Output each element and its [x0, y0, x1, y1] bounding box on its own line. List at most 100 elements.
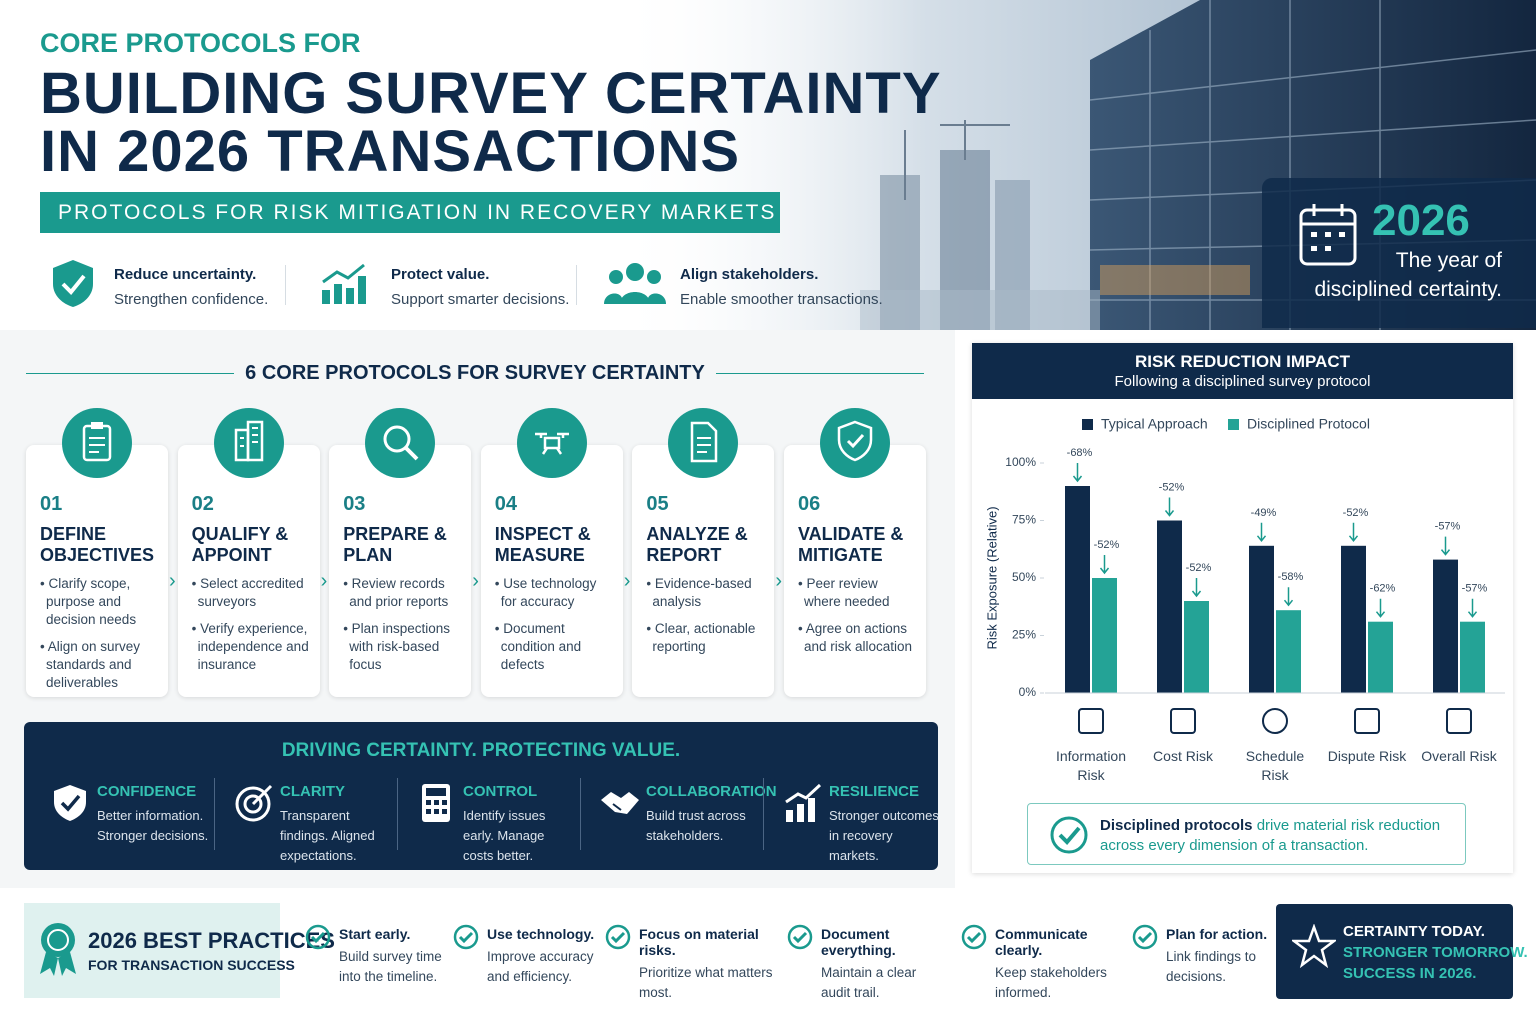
growth-icon [322, 263, 366, 304]
change-arrow [1440, 536, 1451, 556]
pillar-divider [580, 778, 581, 850]
pillar-icon-svg [54, 785, 86, 821]
step-bullets: Review records and prior reports Plan ins… [343, 575, 461, 674]
people-icon [604, 263, 666, 304]
y-tick-label: 100% [1005, 455, 1036, 469]
pillar-text: Transparent findings. Aligned expectatio… [280, 808, 375, 863]
legend-label: Disciplined Protocol [1247, 416, 1370, 432]
step-title: ANALYZE & REPORT [646, 524, 748, 565]
pillar-icon [233, 782, 275, 829]
closing: CERTAINTY TODAY. STRONGER TOMORROW. SUCC… [1343, 921, 1528, 984]
tip-text: Build survey time into the timeline. [339, 949, 442, 984]
closing-line: SUCCESS IN 2026. [1343, 965, 1477, 982]
step-number: 05 [646, 493, 669, 515]
benefit: Align stakeholders. Enable smoother trans… [680, 266, 883, 308]
benefit-text: Strengthen confidence. [114, 291, 269, 308]
step-number: 01 [40, 493, 63, 515]
pillar-title: COLLABORATION [646, 783, 777, 800]
bar [1460, 621, 1485, 693]
check-icon [1050, 816, 1088, 854]
pillar-text: Build trust across stakeholders. [646, 808, 746, 843]
step-arrow: › [472, 570, 479, 592]
benefit: Protect value. Support smarter decisions. [391, 266, 569, 308]
tip-check [961, 924, 987, 950]
step-bullet: Verify experience, independence and insu… [192, 620, 310, 674]
step-arrow: › [775, 570, 783, 592]
benefit-text: Enable smoother transactions. [680, 291, 883, 308]
change-arrow [1283, 587, 1294, 607]
tip-title: Use technology. [487, 926, 595, 942]
legend-swatch [1082, 419, 1093, 430]
change-arrow [1072, 463, 1083, 483]
pillar-icon-svg [601, 792, 639, 814]
pillar-divider [397, 778, 398, 850]
pillar-text: Identify issues early. Manage costs bett… [463, 808, 546, 863]
change-label: -52% [1159, 482, 1185, 494]
step-number: 02 [191, 493, 214, 515]
change-arrow [1375, 598, 1386, 618]
tip-title: Plan for action. [1166, 926, 1268, 942]
tip-text: Improve accuracy and efficiency. [487, 949, 594, 984]
step-bullet: Use technology for accuracy [495, 575, 613, 611]
benefit-title: Reduce uncertainty. [114, 266, 257, 283]
pillar: CONFIDENCE Better information. Stronger d… [97, 783, 209, 846]
year-badge [1262, 178, 1536, 328]
tip: Plan for action. Link findings to decisio… [1166, 926, 1291, 987]
header-photo [0, 0, 1536, 330]
tip-text: Link findings to decisions. [1166, 949, 1257, 984]
category-icon [1078, 708, 1104, 734]
pillar: COLLABORATION Build trust across stakehol… [646, 783, 777, 846]
legend-label: Typical Approach [1101, 416, 1208, 432]
change-arrow [1467, 598, 1478, 618]
tip-check [453, 924, 479, 950]
bar [1276, 610, 1301, 693]
tip: Use technology. Improve accuracy and effi… [487, 926, 612, 987]
step-bullets: Peer review where needed Agree on actions… [798, 575, 916, 656]
category-icon [1262, 708, 1288, 734]
step-bullets: Clarify scope, purpose and decision need… [40, 575, 158, 692]
step-title: VALIDATE & MITIGATE [798, 524, 904, 565]
pillar-title: CONFIDENCE [97, 783, 197, 800]
step-card: 06 VALIDATE & MITIGATE Peer review where n… [784, 445, 926, 697]
pillar-icon [416, 782, 458, 829]
pillar-icon-svg [235, 784, 273, 822]
kicker: CORE PROTOCOLS FOR [40, 28, 361, 58]
step-bullet: Clarify scope, purpose and decision need… [40, 575, 158, 629]
pillar-icon [50, 782, 92, 829]
step-bullet: Select accredited surveyors [192, 575, 310, 611]
step-icon-svg [213, 408, 284, 478]
chart-title: RISK REDUCTION IMPACT [1134, 352, 1350, 371]
step-bullet: Agree on actions and risk allocation [798, 620, 916, 656]
category-icon [1354, 708, 1380, 734]
pillar: CONTROL Identify issues early. Manage cos… [463, 783, 575, 866]
step-icon-svg [668, 408, 739, 478]
pillars-title: DRIVING CERTAINTY. PROTECTING VALUE. [281, 740, 681, 761]
tip-icon [961, 924, 987, 955]
step-title: QUALIFY & APPOINT [191, 524, 289, 565]
pillar-text: Stronger outcomes in recovery markets. [829, 808, 939, 863]
step-icon [62, 408, 132, 478]
change-label: -52% [1186, 562, 1212, 574]
callout-bold: Disciplined protocols [1100, 817, 1253, 834]
step-icon [213, 408, 284, 478]
tip: Document everything. Maintain a clear aud… [821, 926, 946, 1003]
calendar-icon [1299, 204, 1357, 266]
change-label: -68% [1067, 447, 1093, 459]
tip-icon [787, 924, 813, 955]
tip-text: Keep stakeholders informed. [995, 965, 1107, 1000]
benefit-title: Protect value. [391, 266, 490, 283]
step-bullet: Clear, actionable reporting [646, 620, 764, 656]
y-axis-label: Risk Exposure (Relative) [984, 506, 999, 649]
tip: Start early. Build survey time into the t… [339, 926, 464, 987]
change-label: -62% [1370, 583, 1396, 595]
step-arrow: › [623, 570, 631, 592]
bar [1249, 545, 1274, 693]
step-number: 04 [494, 493, 518, 515]
medal-icon [40, 923, 76, 976]
change-arrow [1164, 497, 1175, 517]
step-icon-svg [820, 408, 890, 478]
callout-text: Disciplined protocols drive material ris… [1100, 816, 1450, 856]
tip-icon [453, 924, 479, 955]
change-arrow [1348, 522, 1359, 543]
tip-title: Document everything. [821, 926, 896, 958]
